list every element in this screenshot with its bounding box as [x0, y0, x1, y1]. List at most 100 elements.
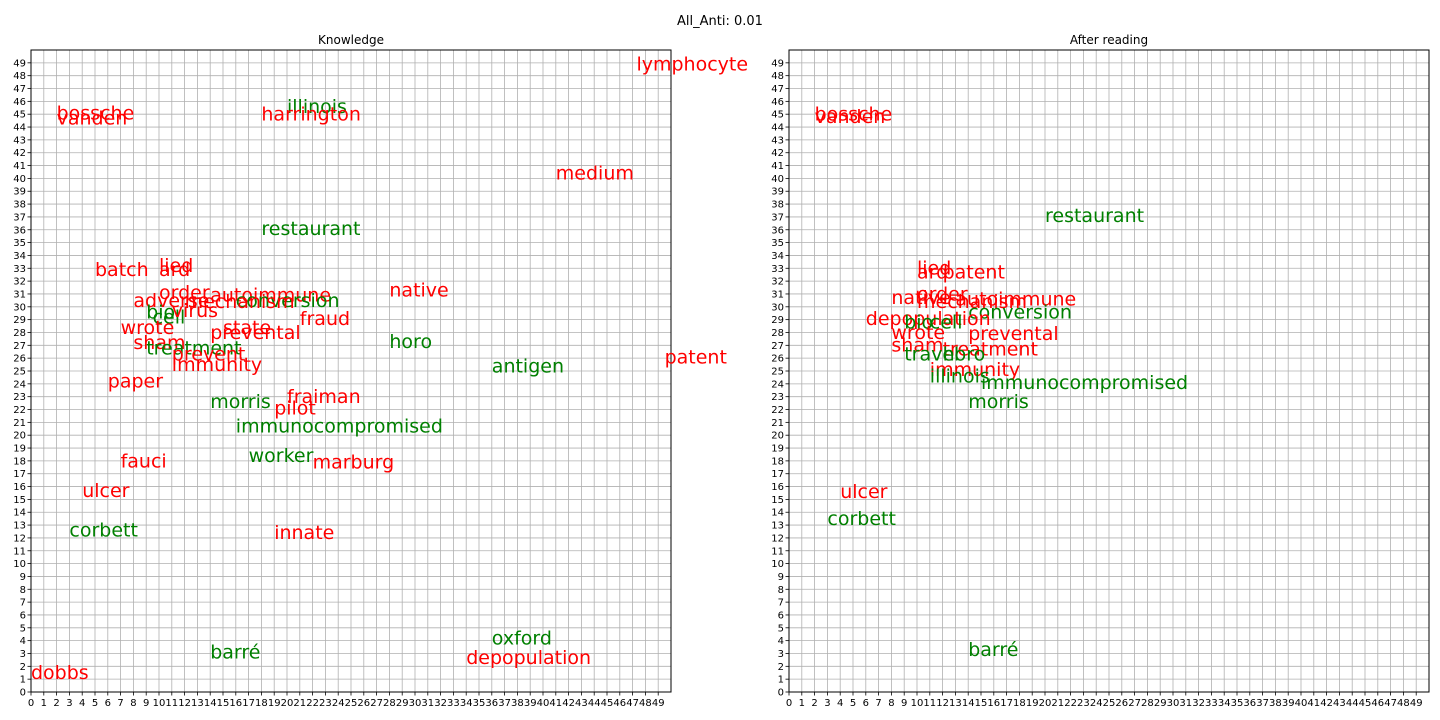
- grid: [30, 50, 671, 693]
- y-tick-label: 45: [771, 110, 784, 121]
- y-tick-label: 43: [13, 135, 26, 146]
- word-label: lied: [917, 258, 951, 280]
- word-label: order: [917, 283, 968, 305]
- word-label: innate: [274, 522, 334, 544]
- y-tick-label: 7: [778, 598, 784, 609]
- x-tick-label: 28: [383, 698, 396, 709]
- x-tick-label: 21: [293, 698, 306, 709]
- y-tick-label: 48: [13, 71, 26, 82]
- y-tick-label: 30: [771, 302, 784, 313]
- x-tick-label: 7: [117, 698, 123, 709]
- word-label: immunity: [172, 354, 262, 376]
- y-tick-label: 14: [13, 508, 26, 519]
- x-tick-label: 12: [936, 698, 949, 709]
- x-tick-label: 5: [850, 698, 856, 709]
- y-tick-label: 40: [771, 174, 784, 185]
- word-label: conversion: [236, 290, 340, 312]
- word-label: antigen: [492, 355, 564, 377]
- x-tick-label: 45: [1359, 698, 1372, 709]
- word-label: morris: [968, 391, 1029, 413]
- x-tick-label: 17: [1000, 698, 1013, 709]
- x-tick-label: 15: [975, 698, 988, 709]
- word-label: bio: [904, 312, 933, 334]
- word-label: sham: [891, 335, 943, 357]
- y-tick-label: 42: [13, 148, 26, 159]
- x-tick-label: 14: [962, 698, 975, 709]
- x-tick-label: 18: [255, 698, 268, 709]
- x-tick-label: 16: [229, 698, 242, 709]
- x-tick-label: 20: [281, 698, 294, 709]
- y-tick-label: 6: [778, 610, 784, 621]
- y-tick-label: 16: [13, 482, 26, 493]
- word-label: conversion: [968, 301, 1072, 323]
- word-label: depopulation: [866, 308, 991, 330]
- x-tick-label: 19: [1026, 698, 1039, 709]
- y-tick-label: 35: [771, 238, 784, 249]
- x-tick-label: 26: [357, 698, 370, 709]
- x-tick-label: 37: [498, 698, 511, 709]
- word-label: vanden: [815, 106, 886, 128]
- y-tick-label: 36: [13, 225, 26, 236]
- y-tick-label: 40: [13, 174, 26, 185]
- word-label: horo: [389, 331, 432, 353]
- y-tick-label: 44: [13, 123, 26, 134]
- x-tick-label: 34: [1218, 698, 1231, 709]
- y-tick-label: 15: [771, 495, 784, 506]
- word-label: travel: [904, 344, 959, 366]
- y-tick-label: 46: [771, 97, 784, 108]
- x-tick-label: 47: [626, 698, 639, 709]
- x-tick-label: 31: [421, 698, 434, 709]
- after-reading-panel-title: After reading: [1070, 33, 1148, 47]
- word-label: wrote: [891, 322, 945, 344]
- word-label: batch: [95, 259, 149, 281]
- y-tick-label: 28: [771, 328, 784, 339]
- x-tick-label: 5: [92, 698, 98, 709]
- word-label: dobbs: [31, 662, 89, 684]
- word-label: native: [389, 280, 448, 302]
- x-tick-label: 1: [41, 698, 47, 709]
- y-tick-label: 0: [778, 688, 784, 699]
- word-label: wrote: [121, 317, 175, 339]
- x-tick-label: 35: [1231, 698, 1244, 709]
- x-tick-label: 15: [217, 698, 230, 709]
- word-label: native: [891, 287, 950, 309]
- y-tick-label: 29: [771, 315, 784, 326]
- word-label: autoimmune: [955, 289, 1076, 311]
- word-label: adverse: [133, 290, 209, 312]
- x-tick-label: 41: [549, 698, 562, 709]
- y-tick-label: 18: [771, 456, 784, 467]
- y-tick-label: 20: [13, 431, 26, 442]
- y-tick-label: 23: [13, 392, 26, 403]
- y-tick-label: 9: [20, 572, 26, 583]
- x-tick-label: 23: [1077, 698, 1090, 709]
- x-tick-label: 31: [1179, 698, 1192, 709]
- x-tick-label: 32: [1192, 698, 1205, 709]
- knowledge-panel: Knowledge 0 1 2 3 4 5 6 7 8 9 10 11 12 13 14 15 16 17 18 19…: [13, 33, 748, 709]
- x-tick-label: 33: [447, 698, 460, 709]
- y-tick-label: 5: [778, 623, 784, 634]
- x-tick-label: 1: [799, 698, 805, 709]
- word-label: illinois: [287, 96, 347, 118]
- x-tick-label: 29: [1154, 698, 1167, 709]
- y-tick-label: 47: [771, 84, 784, 95]
- word-label: medium: [556, 163, 634, 185]
- word-label: corbett: [69, 520, 138, 542]
- x-tick-label: 43: [1333, 698, 1346, 709]
- x-tick-label: 4: [837, 698, 843, 709]
- x-tick-label: 11: [165, 698, 178, 709]
- word-label: depopulation: [466, 647, 591, 669]
- suptitle: All_Anti: 0.01: [677, 14, 763, 29]
- word-label: cell: [153, 306, 186, 328]
- x-tick-label: 18: [1013, 698, 1026, 709]
- x-tick-label: 46: [1371, 698, 1384, 709]
- y-tick-label: 39: [771, 187, 784, 198]
- x-tick-label: 8: [888, 698, 894, 709]
- x-tick-label: 30: [409, 698, 422, 709]
- x-tick-label: 48: [1397, 698, 1410, 709]
- y-tick-label: 39: [13, 187, 26, 198]
- y-tick-label: 1: [778, 675, 784, 686]
- word-label: prevental: [968, 323, 1058, 345]
- y-tick-label: 17: [13, 469, 26, 480]
- x-tick-label: 40: [537, 698, 550, 709]
